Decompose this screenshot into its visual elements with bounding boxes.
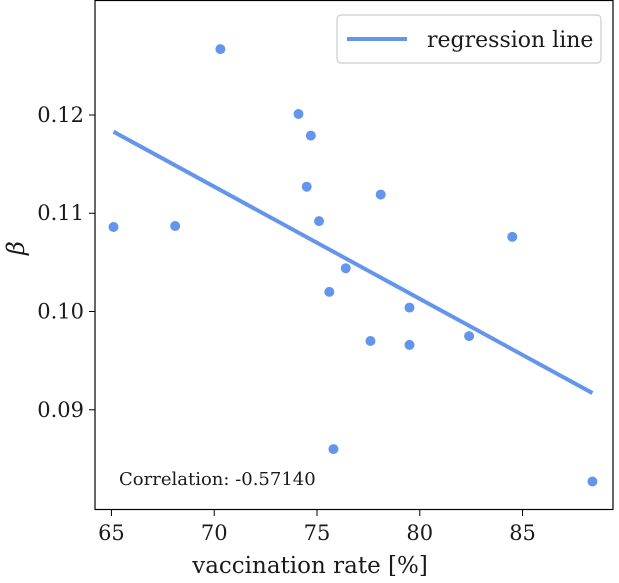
y-tick-label: 0.10 <box>37 300 84 324</box>
x-axis-label: vaccination rate [%] <box>191 553 428 579</box>
correlation-annotation: Correlation: -0.57140 <box>119 469 316 490</box>
data-point <box>305 130 316 141</box>
data-point <box>314 216 325 227</box>
y-axis-label: β <box>2 241 30 256</box>
data-point <box>464 331 475 342</box>
data-point <box>293 109 304 120</box>
legend-box <box>336 14 602 64</box>
data-point <box>324 286 335 297</box>
x-tick-label: 65 <box>98 521 125 545</box>
data-point <box>340 263 351 274</box>
data-point <box>328 444 339 455</box>
plot-area-frame <box>94 0 614 511</box>
data-point <box>375 189 386 200</box>
data-point <box>365 335 376 346</box>
legend-label: regression line <box>427 28 593 53</box>
data-point <box>404 302 415 313</box>
x-tick-label: 80 <box>406 521 433 545</box>
data-points <box>108 44 598 487</box>
data-point <box>108 222 119 233</box>
data-point <box>404 339 415 350</box>
y-tick-label: 0.12 <box>37 103 84 127</box>
data-point <box>301 181 312 192</box>
data-point <box>170 221 181 232</box>
y-tick-label: 0.11 <box>37 201 84 225</box>
x-tick-label: 85 <box>509 521 536 545</box>
y-tick-label: 0.09 <box>37 398 84 422</box>
legend: regression line <box>336 14 602 64</box>
x-tick-label: 70 <box>201 521 228 545</box>
data-point <box>215 44 226 55</box>
regression-line <box>112 129 594 395</box>
regression-line-layer <box>112 129 594 395</box>
data-point <box>587 476 598 487</box>
data-point <box>507 231 518 242</box>
axis-ticks: 65 70 75 80 85 0.09 0.10 0.11 0.12 <box>37 103 536 545</box>
x-tick-label: 75 <box>304 521 331 545</box>
